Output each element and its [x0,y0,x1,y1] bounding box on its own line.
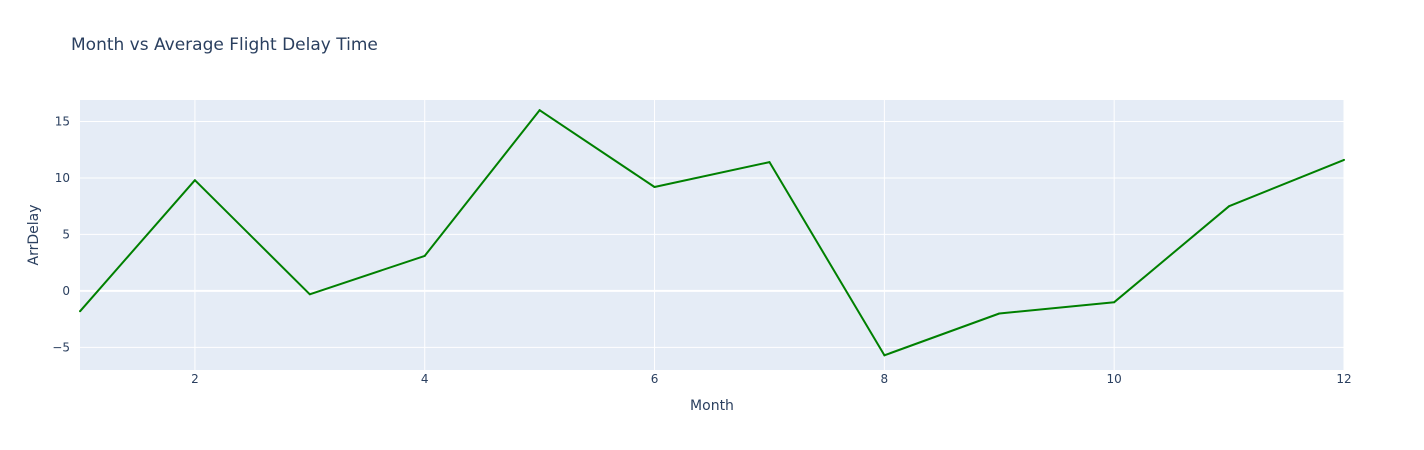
x-tick-label: 8 [881,372,889,386]
data-point [883,354,886,357]
data-point [768,161,771,164]
x-axis-ticks: 2 4 6 8 10 12 [191,372,1352,386]
data-point [1113,301,1116,304]
data-point [423,254,426,257]
y-tick-label: 15 [55,114,70,128]
x-tick-label: 4 [421,372,429,386]
data-point [1343,158,1345,161]
data-point [653,185,656,188]
y-tick-label: 0 [62,284,70,298]
grid-lines [80,100,1345,370]
y-axis-ticks: −5 0 5 10 15 [52,114,70,354]
data-point [538,109,541,112]
x-tick-label: 2 [191,372,199,386]
y-axis-title: ArrDelay [26,205,42,266]
x-tick-label: 10 [1107,372,1122,386]
x-axis-title: Month [690,398,734,414]
series-line [79,109,1345,357]
y-tick-label: −5 [52,340,70,354]
data-point [193,179,196,182]
chart-title: Month vs Average Flight Delay Time [71,35,378,55]
x-tick-label: 12 [1336,372,1351,386]
y-tick-label: 10 [55,171,70,185]
x-tick-label: 6 [651,372,659,386]
series-layer [79,109,1345,357]
y-tick-label: 5 [62,227,70,241]
data-point [1228,205,1231,208]
plot-area [80,100,1344,370]
data-point [308,293,311,296]
data-point [998,312,1001,315]
data-point [79,310,81,313]
